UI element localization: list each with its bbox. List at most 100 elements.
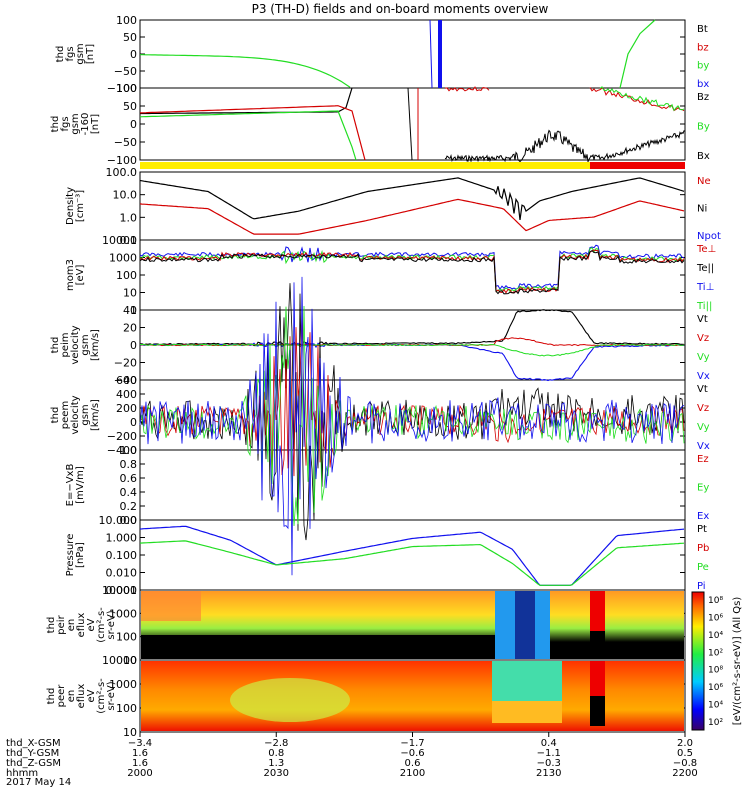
y-axis-label: en (66, 619, 77, 632)
x-tick-label: 0.6 (405, 758, 421, 769)
x-tick-label: 2130 (536, 768, 561, 779)
colorbar-tick-label: 10⁶ (708, 613, 723, 623)
colorbar: 10⁸ 10⁶ 10⁴ 10² 10⁸ 10⁶ 10⁴ 10² [eV/(cm²-s-sr-eV… (691, 591, 743, 731)
panel-efield: 1.00.80.60.40.20.0 E=−VxB [mV/m] Ez Ey Ex (65, 444, 709, 527)
density-Ne (139, 198, 685, 235)
y-axis-label: thd (50, 337, 61, 354)
legend-entry: Vz (697, 403, 709, 414)
ion-spectrogram (141, 591, 684, 659)
panel-frame (139, 171, 686, 241)
spec-black-band (590, 631, 605, 659)
y-axis-label: [km/s] (90, 399, 101, 431)
y-tick-label: −20 (114, 357, 137, 370)
y-axis-label: (cm²-s- (96, 607, 107, 643)
x-tick-label: −0.6 (400, 748, 424, 759)
pressure-Pe (139, 540, 685, 586)
y-tick-label: 1.000 (106, 532, 138, 545)
y-axis-label: thd (55, 46, 66, 63)
y-tick-label: 10 (123, 654, 137, 667)
spec-red-band (590, 591, 605, 631)
density-Ni (139, 177, 685, 220)
y-tick-label: 50 (123, 100, 137, 113)
spec-black-band (590, 696, 605, 726)
y-axis-label: fgs (60, 116, 71, 131)
y-tick-label: 0.100 (106, 549, 138, 562)
panel-frame (139, 449, 686, 521)
colorbar-tick-label: 10⁸ (708, 596, 723, 606)
colorbar-tick-label: 10⁶ (708, 683, 723, 693)
y-tick-label: 0 (130, 118, 137, 131)
legend-entry: Npot (697, 231, 721, 242)
y-axis-label: sr-eV) (106, 610, 117, 639)
colorbar-label: [eV/(cm²-s-sr-eV)] (All Qs) (732, 597, 743, 726)
x-tick-label: −0.8 (673, 758, 697, 769)
vel-i-traces (139, 276, 685, 576)
legend-entry: Pb (697, 543, 709, 554)
panel-vel_e: 40 20 0 −20 −40 thd peim velocity gsm [km/s] Vt Vz V… (50, 304, 710, 387)
y-axis-label: peem (60, 401, 71, 429)
legend-entry: Pe (697, 562, 709, 573)
legend-entry: bz (697, 42, 709, 53)
bx-noisy (444, 129, 686, 164)
y-tick-label: 400 (116, 388, 137, 401)
legend-entry: by (697, 61, 709, 72)
y-tick-label: 1000 (109, 678, 137, 691)
y-axis-label: en (66, 690, 77, 703)
figure-title: P3 (TH-D) fields and on-board moments ov… (252, 2, 549, 16)
legend-entry: Ne (697, 176, 711, 187)
colorbar-rect (691, 591, 705, 731)
colorbar-tick-label: 10⁸ (708, 666, 723, 676)
y-tick-label: 0 (130, 339, 137, 352)
x-tick-label: 0.4 (541, 738, 557, 749)
by-trace (139, 110, 357, 161)
y-tick-label: 0.001 (106, 584, 138, 597)
y-tick-label: 0.2 (120, 500, 138, 513)
y-tick-label: 10 (123, 287, 137, 300)
y-axis-label: [nT] (85, 44, 96, 64)
y-tick-label: −50 (114, 65, 137, 78)
y-tick-label: 0.0 (120, 514, 138, 527)
x-tick-label: 2000 (127, 768, 152, 779)
by-trace (140, 54, 351, 88)
y-tick-label: 10000 (102, 234, 137, 247)
pressure-Pi (139, 525, 685, 586)
legend-entry: Vx (697, 441, 710, 452)
y-tick-label: 10000 (102, 654, 137, 667)
y-tick-label: 10000 (102, 584, 137, 597)
y-axis-label: [mV/m] (75, 466, 86, 504)
colorbar-tick-label: 10² (708, 718, 723, 728)
x-tick-label: 2200 (672, 768, 697, 779)
x-row-label: hhmm (6, 768, 38, 779)
y-tick-label: −200 (107, 430, 137, 443)
y-axis-label: sr-eV) (106, 681, 117, 710)
bx-trace (140, 87, 353, 115)
y-tick-label: 100 (116, 14, 137, 27)
panel-density: 100.0 10.0 1.0 0.1 Density [cm⁻³] Ne Ni Npot (65, 166, 721, 247)
vel-e-traces (139, 309, 685, 382)
y-axis-label: peer (56, 684, 67, 708)
legend-entry: Ti|| (696, 301, 712, 312)
y-tick-label: 0 (130, 48, 137, 61)
y-axis-label: peir (56, 614, 67, 634)
x-tick-label: 2030 (264, 768, 289, 779)
temp-traces (139, 244, 685, 295)
y-tick-label: 200 (116, 402, 137, 415)
legend-entry: Vt (697, 314, 708, 325)
x-row-label: thd_Y-GSM (6, 748, 59, 759)
legend-entry: Ey (697, 483, 709, 494)
y-tick-label: 10.0 (113, 189, 138, 202)
y-axis-label: velocity (70, 395, 81, 434)
y-tick-label: 1 (130, 304, 137, 317)
x-tick-label: 2100 (400, 768, 425, 779)
bx-spike (438, 20, 442, 88)
y-axis-label: Density (65, 187, 76, 225)
temp-trace (139, 249, 685, 295)
spec-hot (141, 591, 201, 621)
y-axis-label: gsm (80, 334, 91, 355)
x-tick-label: 1.6 (132, 758, 148, 769)
vel-e-Vt (139, 309, 685, 347)
y-tick-label: 100 (116, 702, 137, 715)
legend-entry: Bt (697, 24, 708, 35)
